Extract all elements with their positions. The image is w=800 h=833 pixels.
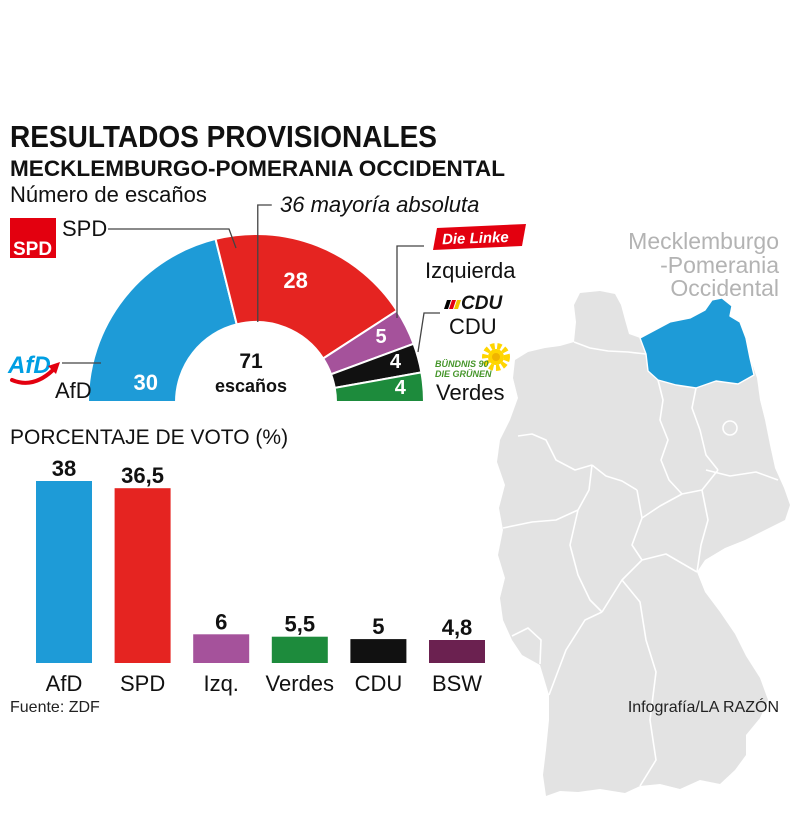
vote-category-label-izq: Izq. [203,671,238,696]
vote-value-label-cdu: 5 [372,614,384,639]
gruene-logo: BÜNDNIS 90 DIE GRÜNEN [435,343,510,379]
vote-category-label-verdes: Verdes [266,671,335,696]
party-label-izquierda: Izquierda [425,258,516,283]
state-borders [502,341,779,787]
germany-map [497,291,790,796]
spd-logo-box [10,218,56,258]
page-subtitle: MECKLEMBURGO-POMERANIA OCCIDENTAL [10,156,505,181]
afd-arrow-icon [10,368,55,385]
seat-value-label-verdes: 4 [395,377,407,399]
vote-value-label-izq: 6 [215,609,227,634]
party-label-spd: SPD [62,216,107,241]
spd-logo: SPD [10,218,56,260]
cdu-flag-black [444,300,451,309]
vote-bar-cdu [350,639,407,663]
map-label-line-1: Mecklemburgo [628,228,779,254]
vote-category-label-bsw: BSW [432,671,482,696]
die-linke-logo-banner [433,224,526,250]
die-linke-logo-text: Die Linke [442,229,509,248]
seat-value-label-afd: 30 [133,370,157,395]
total-seats-unit: escaños [215,376,287,396]
seats-chart-title: Número de escaños [10,182,207,207]
cdu-leader-line [417,312,440,353]
vote-category-label-spd: SPD [120,671,165,696]
map-region-label: Mecklemburgo -Pomerania Occidental [628,228,779,301]
vote-bar-chart: 38 AfD 36,5 SPD 6 Izq. 5,5 Verdes 5 CDU 4,8 BSW [36,456,485,696]
seat-segment-spd [214,233,399,360]
gruene-logo-line-2: DIE GRÜNEN [435,369,492,379]
party-label-cdu: CDU [449,314,497,339]
vote-bar-afd [36,481,92,663]
party-label-verdes: Verdes [436,380,505,405]
vote-category-label-afd: AfD [46,671,83,696]
seat-segment-verdes [333,371,426,403]
afd-logo-text: AfD [7,352,51,379]
seat-value-label-cdu: 4 [390,351,402,373]
total-seats-value: 71 [239,350,263,373]
cdu-flag-red [449,300,456,309]
seat-segment-afd [86,237,238,403]
source-note: Fuente: ZDF [10,699,100,716]
majority-note: 36 mayoría absoluta [280,192,479,217]
seat-value-label-izquierda: 5 [376,326,387,348]
cdu-flag-gold [454,300,461,309]
cdu-logo-text: CDU [461,293,503,314]
berlin-border [722,420,738,436]
party-label-afd: AfD [55,378,92,403]
germany-outline [497,291,790,796]
map-label-line-3: Occidental [670,275,779,301]
seat-value-label-spd: 28 [283,268,307,293]
spd-logo-text: SPD [13,239,52,260]
seats-hemicycle-chart [86,233,426,403]
spd-leader-line [108,228,237,249]
vote-category-label-cdu: CDU [355,671,403,696]
vote-value-label-verdes: 5,5 [285,612,316,637]
vote-bar-spd [114,488,171,663]
vote-bar-izq [193,634,250,663]
die-linke-logo: Die Linke [433,224,526,250]
sunflower-core-icon [492,353,500,361]
cdu-logo: CDU [444,293,503,314]
vote-value-label-spd: 36,5 [121,463,164,488]
page-title: RESULTADOS PROVISIONALES [10,119,437,154]
gruene-logo-line-1: BÜNDNIS 90 [435,359,489,369]
afd-arrowhead-icon [48,362,60,374]
map-label-line-2: -Pomerania [660,252,779,278]
majority-marker-line [257,204,272,323]
mecklenburg-vorpommern-region [639,297,755,389]
sunflower-petals-icon [482,343,510,371]
vote-value-label-afd: 38 [52,456,76,481]
vote-chart-title: PORCENTAJE DE VOTO (%) [10,426,288,449]
afd-logo: AfD [7,352,60,385]
vote-bar-verdes [271,636,328,663]
izquierda-leader-line [396,245,424,318]
credit-note: Infografía/LA RAZÓN [628,697,779,716]
vote-bar-bsw [429,640,485,663]
vote-value-label-bsw: 4,8 [442,615,473,640]
